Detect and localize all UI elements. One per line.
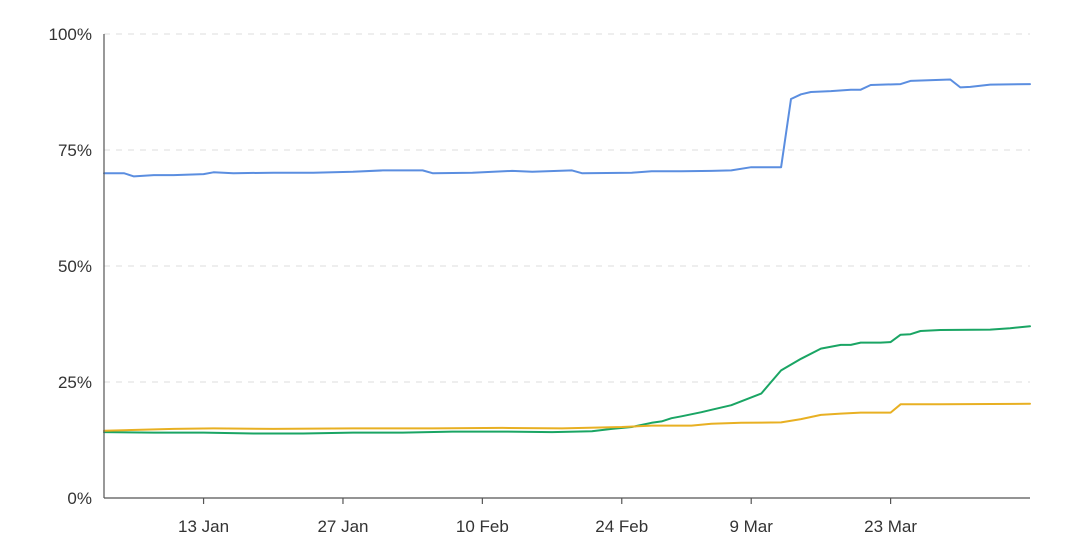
x-tick-label: 10 Feb [456,517,509,536]
series-line-2 [103,325,1031,435]
y-tick-label: 100% [49,25,92,44]
x-axis: 13 Jan 27 Jan 10 Feb 24 Feb 9 Mar 23 Mar [103,34,1030,536]
x-tick-label: 27 Jan [317,517,368,536]
x-tick-label: 13 Jan [178,517,229,536]
x-tick-label: 23 Mar [864,517,917,536]
x-tick-label: 9 Mar [729,517,773,536]
y-tick-label: 25% [58,373,92,392]
series-line-3 [103,402,1031,432]
gridlines [104,33,1030,383]
y-tick-label: 50% [58,257,92,276]
y-tick-label: 75% [58,141,92,160]
y-tick-label: 0% [67,489,92,508]
y-axis-tick-labels: 0% 25% 50% 75% 100% [49,25,92,508]
series-lines [103,78,1031,435]
series-line-1 [103,78,1031,178]
x-tick-label: 24 Feb [595,517,648,536]
